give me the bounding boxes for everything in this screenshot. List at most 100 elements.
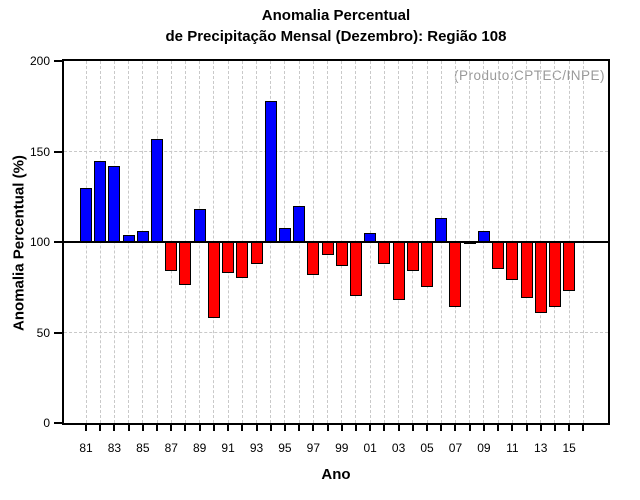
bar-04	[407, 242, 419, 271]
x-tick-95	[283, 425, 286, 431]
chart-title-line2: de Precipitação Mensal (Dezembro): Regiã…	[165, 28, 507, 45]
bar-89	[194, 209, 206, 242]
y-tick-200	[54, 60, 62, 62]
x-tick-label-87: 87	[164, 441, 178, 455]
x-tick-86	[156, 425, 159, 431]
x-tick-98	[326, 425, 329, 431]
x-tick-89	[198, 425, 201, 431]
x-tick-94	[269, 425, 272, 431]
x-tick-11	[511, 425, 514, 431]
x-tick-15	[568, 425, 571, 431]
bar-10	[492, 242, 504, 269]
bar-90	[208, 242, 220, 318]
product-credit-label: (Produto:CPTEC/INPE)	[453, 68, 605, 83]
bar-97	[307, 242, 319, 275]
x-tick-97	[312, 425, 315, 431]
bar-87	[165, 242, 177, 271]
y-tick-0	[54, 422, 62, 424]
x-tick-87	[170, 425, 173, 431]
plot-area: 81 83 85 87 89 91 93 95 97 99 01 03 05 07 09 11 13 15 0 50 1…	[30, 54, 610, 455]
bar-08	[464, 242, 476, 244]
bar-05	[421, 242, 433, 287]
y-tick-label-150: 150	[29, 144, 50, 159]
x-tick-label-89: 89	[192, 441, 207, 455]
x-tick-label-01: 01	[363, 441, 377, 455]
x-tick-90	[212, 425, 215, 431]
bar-15	[563, 242, 575, 291]
y-tick-50	[54, 331, 62, 334]
bar-95	[279, 228, 291, 242]
x-tick-85	[141, 425, 144, 431]
x-tick-82	[99, 425, 102, 431]
x-tick-83	[113, 425, 116, 431]
bar-85	[137, 231, 149, 242]
bar-03	[393, 242, 405, 300]
x-tick-13	[539, 425, 542, 431]
x-tick-96	[298, 425, 301, 431]
bar-02	[378, 242, 390, 264]
bar-99	[336, 242, 348, 266]
gridline-h-150	[64, 151, 608, 152]
x-tick-00	[354, 425, 357, 431]
x-tick-07	[454, 425, 457, 431]
bar-91	[222, 242, 234, 273]
bar-88	[179, 242, 191, 285]
bar-82	[94, 161, 106, 242]
x-tick-01	[369, 425, 372, 431]
x-tick-06	[440, 425, 443, 431]
bar-81	[80, 188, 92, 242]
x-tick-label-81: 81	[79, 441, 93, 455]
y-tick-100	[54, 241, 62, 243]
x-tick-label-03: 03	[391, 441, 406, 455]
bar-96	[293, 206, 305, 242]
x-tick-10	[497, 425, 500, 431]
bar-98	[322, 242, 334, 255]
x-tick-09	[482, 425, 485, 431]
bar-07	[449, 242, 461, 307]
bar-00	[350, 242, 362, 296]
y-tick-label-50: 50	[36, 325, 50, 340]
x-tick-04	[411, 425, 414, 431]
bar-09	[478, 231, 490, 242]
x-tick-label-13: 13	[534, 441, 548, 455]
x-tick-12	[525, 425, 528, 431]
bar-86	[151, 139, 163, 242]
bar-83	[108, 166, 120, 242]
x-tick-02	[383, 425, 386, 431]
x-tick-91	[227, 425, 230, 431]
x-tick-end	[582, 425, 585, 431]
x-tick-03	[397, 425, 400, 431]
chart-title-line1: Anomalia Percentual	[261, 7, 411, 24]
bar-13	[535, 242, 547, 313]
bar-93	[251, 242, 263, 264]
bar-11	[506, 242, 518, 280]
bar-84	[123, 235, 135, 242]
y-tick-150	[54, 150, 62, 153]
x-tick-label-85: 85	[136, 441, 150, 455]
y-tick-label-0: 0	[43, 416, 50, 430]
chart-title: Anomalia Percentual de Precipitação Mens…	[62, 5, 610, 47]
bar-94	[265, 101, 277, 242]
x-tick-label-07: 07	[448, 441, 463, 455]
x-tick-label-91: 91	[221, 441, 235, 455]
bar-14	[549, 242, 561, 307]
x-tick-93	[255, 425, 258, 431]
x-tick-99	[340, 425, 343, 431]
y-tick-label-100: 100	[29, 235, 50, 249]
bar-12	[521, 242, 533, 298]
x-tick-label-15: 15	[562, 441, 576, 455]
x-tick-label-99: 99	[335, 441, 349, 455]
y-tick-label-200: 200	[29, 54, 50, 68]
bar-06	[435, 218, 447, 242]
x-tick-label-05: 05	[420, 441, 434, 455]
x-tick-92	[241, 425, 244, 431]
x-tick-81	[85, 425, 87, 431]
x-tick-label-93: 93	[249, 441, 264, 455]
x-tick-14	[553, 425, 556, 431]
y-axis-title: Anomalia Percentual (%)	[10, 155, 28, 331]
x-tick-label-11: 11	[506, 441, 519, 455]
gridline-h-50	[64, 332, 608, 333]
x-tick-label-95: 95	[278, 441, 292, 455]
x-tick-label-97: 97	[306, 441, 321, 455]
